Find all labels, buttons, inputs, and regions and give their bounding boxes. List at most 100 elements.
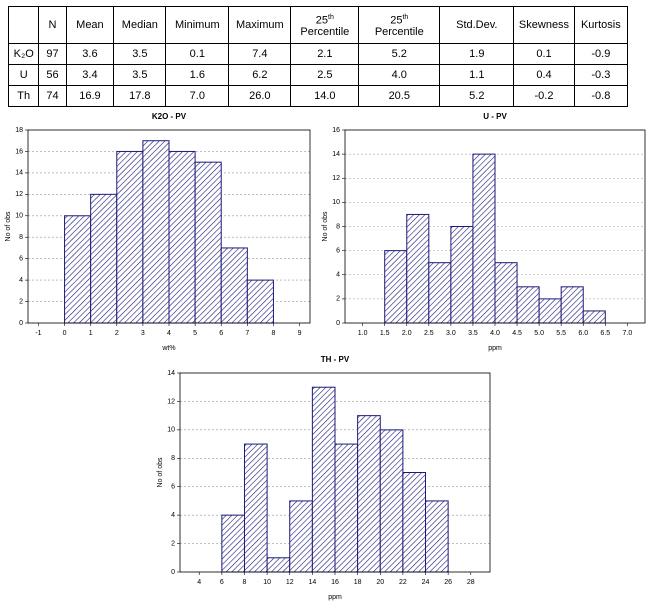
x-tick-label: 4.5	[512, 330, 522, 337]
histogram-bar	[142, 140, 170, 324]
chart-title: U - PV	[483, 112, 507, 121]
histogram-bar	[472, 153, 496, 324]
x-tick-label: 22	[399, 579, 407, 586]
header-cell: Skewness	[513, 6, 575, 44]
x-tick-label: 9	[298, 330, 302, 337]
histogram-bar	[243, 443, 268, 573]
y-tick-label: 12	[332, 175, 340, 182]
y-axis-label: No of obs	[322, 211, 329, 241]
y-tick-label: 8	[171, 455, 175, 462]
x-tick-label: 7.0	[622, 330, 632, 337]
y-tick-label: 8	[19, 234, 23, 241]
chart-title: K2O - PV	[152, 112, 187, 121]
histogram-bar	[425, 500, 449, 573]
x-tick-label: 24	[422, 579, 430, 586]
x-tick-label: 0	[63, 330, 67, 337]
table-cell: 17.8	[113, 85, 167, 107]
y-tick-label: 2	[171, 540, 175, 547]
y-tick-label: 2	[19, 298, 23, 305]
x-tick-label: 5	[193, 330, 197, 337]
y-tick-label: 14	[15, 170, 23, 177]
histogram-bar	[194, 161, 222, 324]
header-cell: 25th Percentile	[358, 6, 441, 44]
x-tick-label: 5.0	[534, 330, 544, 337]
y-tick-label: 14	[167, 370, 175, 377]
histogram-bar	[90, 193, 118, 324]
y-axis-label: No of obs	[5, 211, 12, 241]
plot-frame	[179, 372, 491, 573]
x-tick-label: 4	[197, 579, 201, 586]
plot-frame	[344, 129, 646, 324]
y-tick-label: 0	[336, 320, 340, 327]
y-tick-label: 12	[167, 398, 175, 405]
x-tick-label: 3.5	[468, 330, 478, 337]
table-cell: 1.9	[439, 43, 515, 65]
x-tick-label: 20	[376, 579, 384, 586]
histogram-bar	[334, 443, 359, 573]
y-tick-label: 16	[332, 127, 340, 134]
x-tick-label: 4	[167, 330, 171, 337]
y-tick-label: 10	[167, 427, 175, 434]
table-cell: K₂O	[7, 43, 40, 65]
histogram-bar	[494, 262, 518, 324]
header-number: 25	[315, 14, 329, 27]
x-tick-label: 14	[308, 579, 316, 586]
histogram-bar	[289, 500, 313, 573]
header-cell: Kurtosis	[573, 6, 629, 44]
header-cell: 25th Percentile	[290, 6, 360, 44]
histogram-bar	[538, 298, 562, 324]
y-tick-label: 0	[171, 569, 175, 576]
plot-frame	[27, 129, 311, 324]
header-cell: Median	[113, 6, 167, 44]
histogram-bar	[221, 514, 245, 573]
table-row: Th 74 16.9 17.8 7.0 26.0 14.0 20.5 5.2 -0.2 -0.8	[7, 85, 629, 107]
table-cell: 74	[38, 85, 67, 107]
header-text: Percentile	[374, 26, 424, 39]
histogram-bar	[428, 262, 452, 324]
x-tick-label: 5.5	[556, 330, 566, 337]
y-tick-label: 10	[332, 199, 340, 206]
y-axis-label: No of obs	[157, 457, 164, 487]
x-tick-label: 26	[444, 579, 452, 586]
table-cell: 16.9	[65, 85, 115, 107]
y-tick-label: 6	[19, 256, 23, 263]
stats-table: N Mean Median Minimum Maximum 25th Percentile 2…	[7, 6, 629, 107]
histogram-bar	[406, 213, 430, 324]
histogram-bar	[311, 386, 336, 573]
table-cell: Th	[7, 85, 40, 107]
y-tick-label: 12	[15, 191, 23, 198]
x-tick-label: 18	[354, 579, 362, 586]
x-axis-label: ppm	[488, 345, 502, 352]
table-cell: -0.8	[573, 85, 629, 107]
x-tick-label: 10	[263, 579, 271, 586]
histogram-bar	[450, 226, 474, 324]
x-tick-label: 16	[331, 579, 339, 586]
x-tick-label: 6.0	[578, 330, 588, 337]
x-tick-label: 8	[243, 579, 247, 586]
x-tick-label: 2.0	[402, 330, 412, 337]
histogram-bar	[168, 150, 196, 324]
x-tick-label: 3.0	[446, 330, 456, 337]
header-cell: Std.Dev.	[439, 6, 515, 44]
x-tick-label: 28	[467, 579, 475, 586]
histogram-bar	[582, 310, 606, 324]
header-cell	[7, 6, 40, 44]
y-tick-label: 4	[19, 277, 23, 284]
y-tick-label: 16	[15, 148, 23, 155]
x-tick-label: 6	[220, 579, 224, 586]
x-tick-label: 1.5	[380, 330, 390, 337]
y-tick-label: 8	[336, 223, 340, 230]
x-tick-label: -1	[35, 330, 41, 337]
histogram-bar	[64, 215, 92, 324]
histogram-bar	[384, 250, 408, 324]
table-cell: 5.2	[439, 85, 515, 107]
header-text: Percentile	[300, 26, 350, 39]
x-tick-label: 1	[89, 330, 93, 337]
x-tick-label: 7	[245, 330, 249, 337]
y-tick-label: 4	[171, 512, 175, 519]
x-tick-label: 8	[271, 330, 275, 337]
header-sup: th	[328, 13, 334, 21]
histogram-bar	[379, 429, 404, 573]
